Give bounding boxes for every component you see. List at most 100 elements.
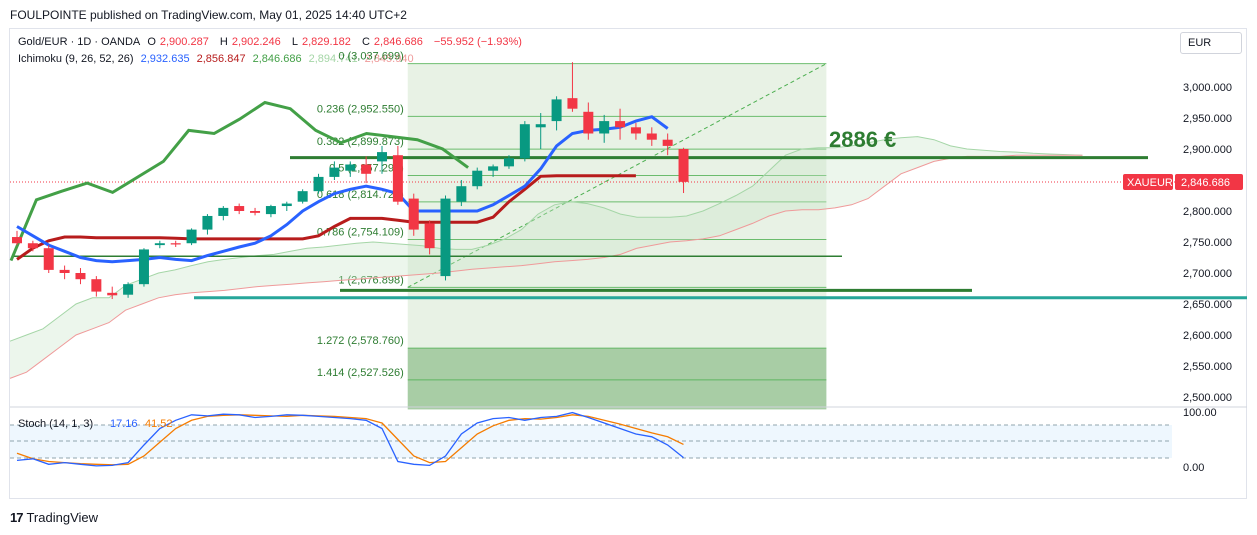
change-value: −55.952 (−1.93%) [433,36,522,48]
candle-body [154,243,165,246]
ichimoku-kijun-value: 2,856.847 [196,53,246,65]
candle-body [43,248,54,270]
publisher-header: FOULPOINTE published on TradingView.com,… [10,8,407,22]
price-annotation: 2886 € [829,127,896,152]
high-value: H 2,902.246 [219,36,281,48]
stoch-label: Stoch (14, 1, 3) [18,418,93,430]
candle-body [234,206,245,211]
ichimoku-tenkan-value: 2,932.635 [140,53,190,65]
fib-level-label: 0 (3,037.699) [338,51,403,63]
candle-body [551,99,562,122]
currency-selector[interactable]: EUR [1180,32,1242,54]
candle-body [535,124,546,128]
kijun-sen-line [16,174,636,261]
candle-body [123,284,134,295]
tradingview-footer: 17 TradingView [10,510,98,525]
stoch-tick-label: 0.00 [1183,462,1204,474]
candle-body [59,269,70,273]
candle-body [678,149,689,182]
y-tick-label: 2,900.000 [1183,144,1232,156]
candle-body [265,206,276,215]
y-tick-label: 2,550.000 [1183,361,1232,373]
fib-level-label: 0.382 (2,899.873) [317,136,404,148]
candle-body [138,249,149,285]
y-tick-label: 2,650.000 [1183,299,1232,311]
candle-body [615,121,626,128]
candle-body [646,133,657,140]
ichimoku-legend: Ichimoku (9, 26, 52, 26) 2,932.635 2,856… [18,53,418,65]
candle-body [630,127,641,134]
low-value: L 2,829.182 [291,36,351,48]
symbol-tag-label: XAUEUR [1127,177,1173,189]
candle-body [488,166,499,171]
footer-brand: TradingView [26,510,99,525]
ichimoku-spanA-value: 2,894.741 [308,53,358,65]
candle-body [440,198,451,277]
y-tick-label: 2,700.000 [1183,268,1232,280]
symbol-tag [1123,174,1173,191]
tenkan-sen-line [16,115,669,264]
candle-body [503,158,514,167]
y-tick-label: 2,500.000 [1183,392,1232,404]
candle-body [218,207,229,216]
candle-body [583,111,594,134]
fib-level-label: 0.786 (2,754.109) [317,226,404,238]
candle-body [12,237,22,244]
candle-body [186,229,197,244]
candle-body [408,198,419,230]
y-tick-label: 2,750.000 [1183,237,1232,249]
open-value: O 2,900.287 [147,36,209,48]
candle-body [170,243,181,245]
candle-body [297,191,308,202]
candle-body [662,139,673,146]
stoch-d-line [16,414,684,466]
ichimoku-label[interactable]: Ichimoku (9, 26, 52, 26) [18,53,134,65]
candle-body [424,223,435,249]
fib-level-label: 1.272 (2,578.760) [317,335,404,347]
ichimoku-cloud [10,136,1083,379]
fib-level-label: 1.414 (2,527.526) [317,367,404,379]
y-tick-label: 2,950.000 [1183,113,1232,125]
candle-body [91,279,102,292]
candle-body [377,152,388,162]
ichimoku-spanB-value: 2,845.940 [364,53,414,65]
last-price-tag-label: 2,846.686 [1181,177,1230,189]
stoch-k-line [16,411,684,467]
y-tick-label: 2,600.000 [1183,330,1232,342]
tradingview-logo-icon: 17 [10,510,24,525]
candle-body [27,243,38,249]
symbol-legend: Gold/EUR · 1D · OANDA O 2,900.287 H 2,902.… [18,36,526,48]
candle-body [456,186,467,202]
y-tick-label: 2,800.000 [1183,206,1232,218]
fib-level-label: 0.236 (2,952.550) [317,103,404,115]
candle-body [281,203,292,207]
stoch-k-value: 17.16 [110,418,138,430]
stoch-tick-label: 100.00 [1183,407,1217,419]
candle-body [107,292,118,296]
candle-body [599,121,610,134]
candle-body [75,273,86,280]
candle-body [202,215,213,230]
close-value: C 2,846.686 [361,36,423,48]
candle-body [345,164,356,171]
candle-body [361,164,372,174]
candle-body [472,170,483,187]
ichimoku-spanB-line [9,154,1083,379]
y-tick-label: 3,000.000 [1183,82,1232,94]
candle-body [392,155,403,202]
chart-frame [9,28,1247,499]
symbol-title[interactable]: Gold/EUR · 1D · OANDA [18,36,141,48]
candle-body [329,167,340,177]
ichimoku-chikou-value: 2,846.686 [252,53,302,65]
candle-body [567,98,578,109]
fib-extension-zone [407,348,827,410]
chikou-span-line [9,100,469,262]
candle-body [313,176,324,192]
stoch-d-value: 41.52 [145,418,173,430]
last-price-tag [1175,174,1243,191]
candle-body [250,211,261,213]
candle-body [519,124,530,159]
fib-trend-line [407,63,827,288]
ichimoku-spanA-line [9,136,1083,342]
